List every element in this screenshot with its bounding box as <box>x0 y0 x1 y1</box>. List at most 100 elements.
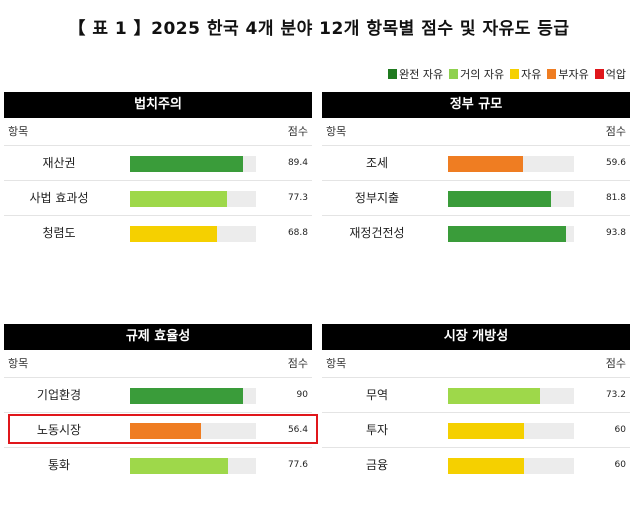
category-label: 재정건전성 <box>349 226 405 240</box>
table-row: 재산권 89.4 <box>4 146 312 181</box>
table-row: 청렴도 68.8 <box>4 216 312 251</box>
category-label: 사법 효과성 <box>29 191 89 205</box>
rows: 기업환경 90 노동시장 56.4 통화 77.6 <box>4 378 318 483</box>
bar-track <box>448 423 574 439</box>
category-label: 노동시장 <box>36 423 82 437</box>
legend-swatch <box>594 69 604 79</box>
bar-track <box>448 191 574 207</box>
category-label: 정부지출 <box>354 191 400 205</box>
score-value: 77.6 <box>287 460 308 470</box>
score-bar <box>130 388 244 404</box>
score-bar <box>448 226 567 242</box>
category-label: 조세 <box>365 156 389 170</box>
panel-title: 시장 개방성 <box>322 324 630 350</box>
table-row: 통화 77.6 <box>4 448 312 483</box>
score-value: 73.2 <box>605 390 626 400</box>
category-label: 재산권 <box>42 156 76 170</box>
column-header: 항목 점수 <box>322 350 630 378</box>
category-label: 투자 <box>365 423 389 437</box>
category-label: 기업환경 <box>36 388 82 402</box>
table-row: 금융 60 <box>322 448 630 483</box>
score-value: 89.4 <box>287 158 308 168</box>
rows: 조세 59.6 정부지출 81.8 재정건전성 93.8 <box>322 146 630 251</box>
category-label: 무역 <box>365 388 389 402</box>
item-column-label: 항목 <box>8 357 29 370</box>
score-column-label: 점수 <box>287 357 308 370</box>
table-row: 무역 73.2 <box>322 378 630 413</box>
legend-item: 자유 <box>510 66 541 82</box>
score-bar <box>130 191 228 207</box>
category-label: 금융 <box>365 458 389 472</box>
score-value: 81.8 <box>605 193 626 203</box>
score-value: 60 <box>614 425 626 435</box>
table-row: 노동시장 56.4 <box>4 413 318 448</box>
rows: 무역 73.2 투자 60 금융 60 <box>322 378 630 483</box>
panel-title: 정부 규모 <box>322 92 630 118</box>
panel-title: 규제 효율성 <box>4 324 312 350</box>
legend-swatch <box>547 69 557 79</box>
legend-item: 거의 자유 <box>449 66 504 82</box>
score-bar <box>130 226 217 242</box>
bar-track <box>130 458 256 474</box>
bar-track <box>130 191 256 207</box>
table-row: 재정건전성 93.8 <box>322 216 630 251</box>
legend-label: 자유 <box>521 68 542 81</box>
table-row: 투자 60 <box>322 413 630 448</box>
column-header: 항목 점수 <box>4 350 312 378</box>
bar-track <box>130 156 256 172</box>
score-bar <box>448 388 541 404</box>
legend-label: 억압 <box>605 68 626 81</box>
legend-swatch <box>510 69 520 79</box>
table-row: 사법 효과성 77.3 <box>4 181 312 216</box>
score-bar <box>448 458 524 474</box>
score-value: 60 <box>614 460 626 470</box>
item-column-label: 항목 <box>326 357 347 370</box>
score-value: 56.4 <box>287 425 308 435</box>
category-label: 통화 <box>47 458 71 472</box>
legend-item: 완전 자유 <box>388 66 443 82</box>
legend-label: 부자유 <box>558 68 589 81</box>
legend-label: 완전 자유 <box>399 68 444 81</box>
score-column-label: 점수 <box>287 125 308 138</box>
rows: 재산권 89.4 사법 효과성 77.3 청렴도 68.8 <box>4 146 312 251</box>
category-label: 청렴도 <box>42 226 76 240</box>
column-header: 항목 점수 <box>322 118 630 146</box>
score-bar <box>448 191 552 207</box>
item-column-label: 항목 <box>8 125 29 138</box>
table-row: 조세 59.6 <box>322 146 630 181</box>
score-bar <box>130 458 228 474</box>
bar-track <box>448 458 574 474</box>
score-bar <box>448 423 524 439</box>
score-bar <box>130 423 202 439</box>
column-header: 항목 점수 <box>4 118 312 146</box>
score-bar <box>130 156 243 172</box>
score-value: 77.3 <box>287 193 308 203</box>
legend-item: 억압 <box>594 66 626 82</box>
bar-track <box>448 226 574 242</box>
panel-rule-of-law: 법치주의 항목 점수 재산권 89.4 사법 효과성 77.3 청렴도 68.8 <box>4 92 312 251</box>
table-title: 【 표 1 】2025 한국 4개 분야 12개 항목별 점수 및 자유도 등급 <box>68 19 570 39</box>
score-value: 90 <box>296 390 308 400</box>
bar-track <box>130 423 256 439</box>
score-value: 59.6 <box>605 158 626 168</box>
score-value: 93.8 <box>605 228 626 238</box>
legend-swatch <box>449 69 459 79</box>
legend-item: 부자유 <box>547 66 589 82</box>
bar-track <box>448 388 574 404</box>
score-column-label: 점수 <box>605 357 626 370</box>
bar-track <box>130 226 256 242</box>
table-row: 기업환경 90 <box>4 378 312 413</box>
grade-legend: 완전 자유 거의 자유 자유 부자유 억압 <box>385 66 626 82</box>
score-column-label: 점수 <box>605 125 626 138</box>
legend-label: 거의 자유 <box>460 68 505 81</box>
item-column-label: 항목 <box>326 125 347 138</box>
score-bar <box>448 156 524 172</box>
legend-swatch <box>388 69 398 79</box>
bar-track <box>130 388 256 404</box>
score-value: 68.8 <box>287 228 308 238</box>
table-row: 정부지출 81.8 <box>322 181 630 216</box>
bar-track <box>448 156 574 172</box>
